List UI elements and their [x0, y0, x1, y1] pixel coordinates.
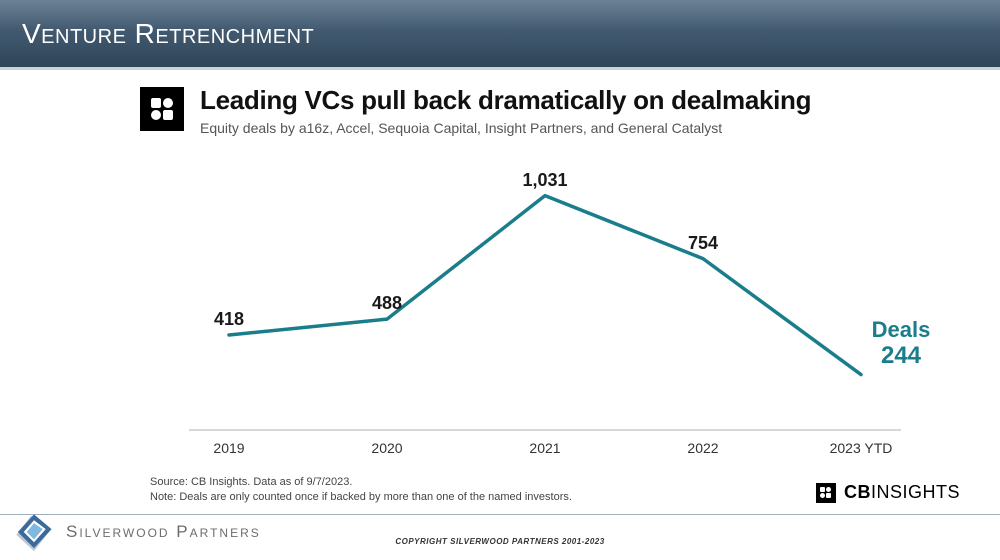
x-axis-label: 2023 YTD	[830, 440, 893, 456]
chart-title: Leading VCs pull back dramatically on de…	[200, 85, 811, 116]
series-end-label: Deals244	[872, 317, 931, 370]
x-axis-label: 2022	[687, 440, 718, 456]
data-point-label: 754	[688, 233, 718, 254]
slide-title: Venture Retrenchment	[22, 18, 314, 50]
chart-subtitle: Equity deals by a16z, Accel, Sequoia Cap…	[200, 120, 811, 136]
copyright-text: COPYRIGHT SILVERWOOD PARTNERS 2001-2023	[395, 537, 604, 546]
logo-text-rest: INSIGHTS	[871, 482, 960, 502]
slide: Venture Retrenchment Leading VCs pull ba…	[0, 0, 1000, 560]
x-axis-label: 2020	[371, 440, 402, 456]
x-axis-label: 2021	[529, 440, 560, 456]
chart-svg	[150, 170, 940, 465]
slide-footer: Silverwood Partners COPYRIGHT SILVERWOOD…	[0, 514, 1000, 560]
chart-header: Leading VCs pull back dramatically on de…	[140, 85, 960, 136]
cbinsights-icon	[816, 483, 836, 503]
silverwood-mark-icon	[12, 510, 56, 554]
logo-text-bold: CB	[844, 482, 871, 502]
cbinsights-icon	[140, 87, 184, 131]
company-name: Silverwood Partners	[66, 522, 261, 542]
data-point-label: 488	[372, 293, 402, 314]
source-line: Source: CB Insights. Data as of 9/7/2023…	[150, 475, 572, 490]
title-bar: Venture Retrenchment	[0, 0, 1000, 70]
chart-container: Leading VCs pull back dramatically on de…	[140, 85, 960, 505]
x-axis-label: 2019	[213, 440, 244, 456]
silverwood-logo: Silverwood Partners	[12, 510, 261, 554]
data-point-label: 418	[214, 309, 244, 330]
cbinsights-logo: CBINSIGHTS	[816, 482, 960, 503]
line-chart: 2019 418 2020 488 2021 1,031 2022 754 2023 YTD De…	[150, 170, 940, 465]
data-point-label: 1,031	[522, 170, 567, 191]
source-line: Note: Deals are only counted once if bac…	[150, 490, 572, 505]
source-note: Source: CB Insights. Data as of 9/7/2023…	[150, 475, 572, 505]
